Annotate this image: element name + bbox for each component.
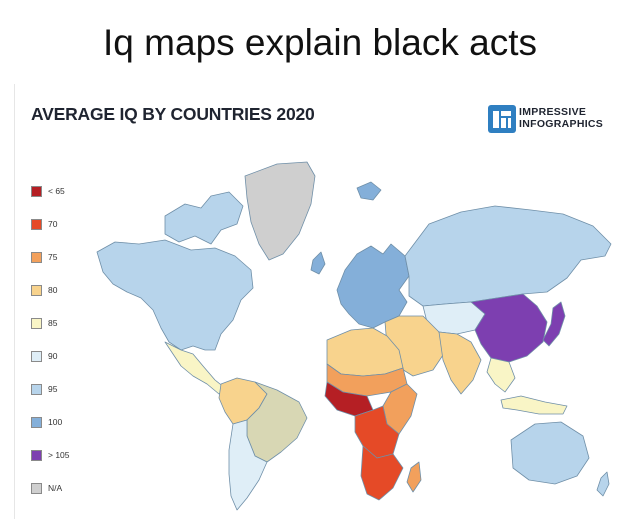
legend-item: < 65 xyxy=(31,182,101,204)
world-map xyxy=(96,161,612,511)
infographic-title: AVERAGE IQ BY COUNTRIES 2020 xyxy=(31,104,315,124)
brand-line-2: INFOGRAPHICS xyxy=(519,118,604,130)
meme-caption: Iq maps explain black acts xyxy=(103,22,537,63)
region-southern-africa xyxy=(360,445,404,501)
region-central-america xyxy=(164,341,226,395)
legend-item: 80 xyxy=(31,281,101,303)
legend-item: 100 xyxy=(31,413,101,435)
region-south-asia xyxy=(438,331,482,395)
region-north-america xyxy=(96,239,254,351)
region-central-africa xyxy=(354,405,400,459)
region-russia xyxy=(404,205,612,307)
legend-label: 100 xyxy=(48,417,63,427)
region-uk xyxy=(310,251,326,275)
region-south-america-south xyxy=(228,419,268,511)
region-iceland xyxy=(356,181,382,201)
region-europe xyxy=(336,243,410,329)
map-legend: < 65 70 75 80 85 90 95 100 > 105 N/A xyxy=(31,182,101,512)
legend-item: > 105 xyxy=(31,446,101,468)
legend-swatch xyxy=(31,186,42,197)
infographic-panel: AVERAGE IQ BY COUNTRIES 2020 IMPRESSIVE … xyxy=(14,84,640,519)
region-australia xyxy=(510,421,590,485)
legend-label: 85 xyxy=(48,318,58,328)
legend-label: < 65 xyxy=(48,186,65,196)
region-southeast-asia xyxy=(486,357,516,393)
brand-line-1: IMPRESSIVE xyxy=(519,106,587,118)
legend-label: 75 xyxy=(48,252,58,262)
legend-item: 75 xyxy=(31,248,101,270)
brand-name: IMPRESSIVE INFOGRAPHICS xyxy=(519,106,603,130)
legend-label: 80 xyxy=(48,285,58,295)
legend-item: N/A xyxy=(31,479,101,501)
region-indonesia xyxy=(500,395,568,415)
region-greenland xyxy=(244,161,316,261)
legend-swatch xyxy=(31,483,42,494)
brand-logo-icon xyxy=(488,105,516,133)
legend-label: 70 xyxy=(48,219,58,229)
legend-swatch xyxy=(31,318,42,329)
brand-badge: IMPRESSIVE INFOGRAPHICS xyxy=(487,102,627,136)
legend-label: 95 xyxy=(48,384,58,394)
region-china xyxy=(470,293,548,363)
legend-item: 70 xyxy=(31,215,101,237)
legend-swatch xyxy=(31,417,42,428)
legend-swatch xyxy=(31,252,42,263)
legend-label: 90 xyxy=(48,351,58,361)
region-japan xyxy=(542,301,566,347)
region-madagascar xyxy=(406,461,422,493)
legend-swatch xyxy=(31,351,42,362)
legend-swatch xyxy=(31,450,42,461)
legend-item: 90 xyxy=(31,347,101,369)
legend-label: N/A xyxy=(48,483,63,493)
legend-swatch xyxy=(31,219,42,230)
legend-item: 95 xyxy=(31,380,101,402)
legend-swatch xyxy=(31,384,42,395)
region-arctic-islands xyxy=(164,191,244,245)
legend-label: > 105 xyxy=(48,450,70,460)
region-new-zealand xyxy=(596,471,610,497)
legend-item: 85 xyxy=(31,314,101,336)
legend-swatch xyxy=(31,285,42,296)
